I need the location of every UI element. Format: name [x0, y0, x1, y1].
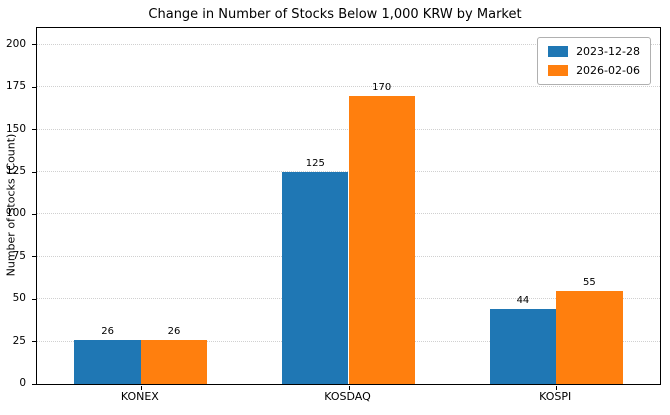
x-axis: KONEX KOSDAQ KOSPI	[36, 390, 659, 408]
y-tick-label: 175	[5, 80, 26, 93]
y-tick-mark	[32, 171, 36, 173]
bar-value-label: 170	[372, 81, 392, 93]
legend-label: 2026-02-06	[576, 64, 640, 77]
x-tick-mark	[140, 386, 142, 390]
bar-kosdaq-2026-02-06	[348, 95, 415, 384]
y-tick-mark	[32, 341, 36, 343]
gridline	[37, 43, 660, 45]
y-tick-label: 150	[5, 122, 26, 135]
y-tick-mark	[32, 129, 36, 131]
x-tick-label: KONEX	[120, 390, 159, 403]
y-tick-label: 50	[12, 292, 26, 305]
y-tick-label: 125	[5, 165, 26, 178]
legend-item: 2023-12-28	[548, 45, 640, 58]
y-tick-mark	[32, 213, 36, 215]
y-tick-mark	[32, 86, 36, 88]
bar-value-label: 26	[167, 325, 181, 337]
x-tick-label: KOSDAQ	[324, 390, 371, 403]
legend-label: 2023-12-28	[576, 45, 640, 58]
bar-value-label: 26	[101, 325, 114, 337]
y-tick-mark	[32, 383, 36, 385]
legend-swatch	[548, 65, 569, 76]
x-tick-label: KOSPI	[539, 390, 572, 403]
y-tick-mark	[32, 256, 36, 258]
y-axis: 0 25 50 75 100 125 150 175 200	[0, 27, 35, 389]
x-tick-mark	[556, 386, 558, 390]
y-tick-label: 75	[12, 249, 26, 262]
chart-title: Change in Number of Stocks Below 1,000 K…	[148, 7, 522, 22]
bar-konex-2026-02-06	[140, 339, 208, 384]
bar-value-label: 44	[516, 295, 530, 307]
y-tick-mark	[32, 298, 36, 300]
legend-swatch	[548, 46, 569, 57]
bar-kospi-2023-12-28	[489, 309, 557, 384]
legend-item: 2026-02-06	[548, 64, 640, 77]
x-tick-mark	[348, 386, 350, 390]
plot-area: 2023-12-28 2026-02-06 26 26 125 170 44 55	[32, 27, 661, 390]
y-tick-label: 100	[5, 207, 26, 220]
bar-value-label: 55	[583, 276, 596, 288]
bar-kospi-2026-02-06	[556, 290, 623, 384]
y-tick-label: 200	[5, 37, 26, 50]
y-tick-label: 25	[12, 334, 26, 347]
bar-kosdaq-2023-12-28	[282, 172, 349, 384]
y-tick-mark	[32, 44, 36, 46]
bar-value-label: 125	[305, 158, 325, 170]
bar-konex-2023-12-28	[74, 339, 141, 384]
legend: 2023-12-28 2026-02-06	[537, 37, 651, 85]
gridline	[37, 86, 660, 88]
y-tick-label: 0	[19, 377, 26, 389]
